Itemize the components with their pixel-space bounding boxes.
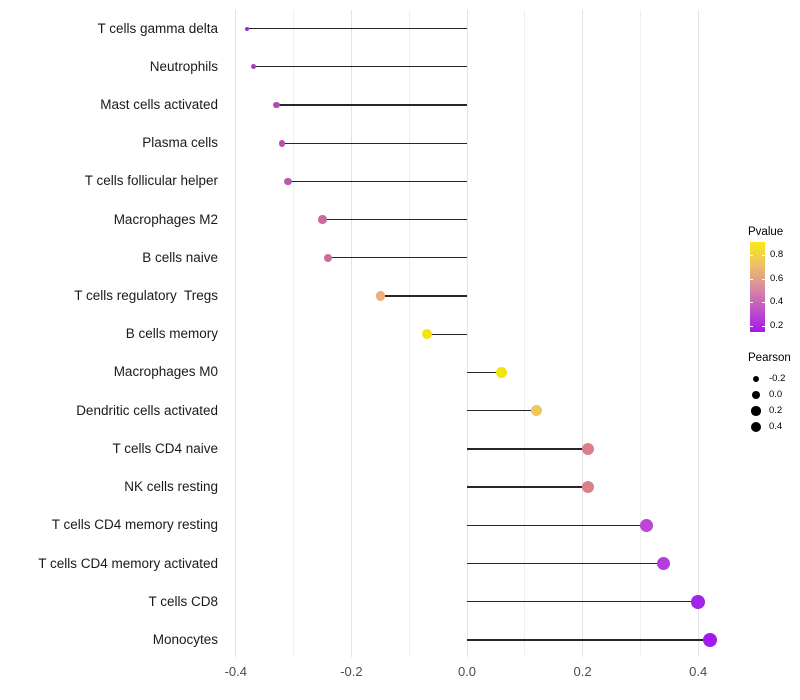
y-axis-label: Macrophages M2 <box>113 211 218 227</box>
lollipop-stem <box>253 66 467 68</box>
y-axis-label: T cells regulatory Tregs <box>74 288 218 304</box>
y-axis-label: Plasma cells <box>142 135 218 151</box>
lollipop-stem <box>467 562 664 565</box>
lollipop-dot <box>421 329 432 340</box>
lollipop-dot <box>656 556 671 571</box>
lollipop-dot <box>639 518 653 532</box>
minor-gridline <box>293 10 295 657</box>
y-axis-label: Monocytes <box>152 632 218 648</box>
pvalue-legend-title: Pvalue <box>748 226 784 238</box>
pearson-size-label: -0.2 <box>769 373 786 384</box>
lollipop-stem <box>467 486 589 488</box>
y-axis-label: B cells naive <box>142 249 218 265</box>
y-axis-label: T cells CD4 memory resting <box>51 517 218 533</box>
pearson-size-dot <box>751 406 761 416</box>
lollipop-stem <box>287 180 467 183</box>
lollipop-dot <box>324 253 333 262</box>
lollipop-dot <box>702 632 717 648</box>
pvalue-tick-label: 0.4 <box>770 296 784 308</box>
lollipop-dot <box>375 291 385 301</box>
x-axis-tick-label: 0.0 <box>457 664 477 679</box>
lollipop-stem <box>328 257 467 259</box>
lollipop-dot <box>318 215 327 224</box>
y-axis-label: B cells memory <box>125 326 218 342</box>
lollipop-stem <box>322 218 467 221</box>
pearson-size-label: 0.4 <box>769 421 783 432</box>
y-axis-label: NK cells resting <box>124 479 218 495</box>
pvalue-colorbar-tick <box>762 302 765 304</box>
lollipop-dot <box>582 481 595 494</box>
lollipop-stem <box>467 524 647 526</box>
lollipop-dot <box>250 64 256 70</box>
pvalue-tick-label: 0.6 <box>770 272 784 284</box>
lollipop-dot <box>278 139 286 147</box>
pvalue-colorbar-tick <box>750 302 753 304</box>
major-gridline <box>582 10 584 657</box>
x-axis-tick-label: -0.2 <box>340 664 363 679</box>
pearson-size-label: 0.0 <box>769 389 783 400</box>
major-gridline <box>697 10 699 657</box>
lollipop-stem <box>282 142 467 144</box>
y-axis-label: Macrophages M0 <box>113 364 218 380</box>
minor-gridline <box>408 10 410 657</box>
lollipop-stem <box>380 295 467 297</box>
lollipop-dot <box>582 442 595 455</box>
y-axis-label: T cells CD8 <box>148 593 218 609</box>
pvalue-colorbar-tick <box>762 255 765 256</box>
y-axis-label: T cells gamma delta <box>97 20 218 36</box>
lollipop-dot <box>245 26 250 31</box>
lollipop-stem <box>426 333 467 335</box>
x-axis-tick-label: -0.4 <box>224 664 247 679</box>
pvalue-colorbar-tick <box>750 326 753 327</box>
major-gridline <box>235 10 237 657</box>
major-gridline <box>350 10 352 657</box>
lollipop-stem <box>467 371 502 374</box>
y-axis-label: T cells follicular helper <box>84 173 218 189</box>
x-axis-tick-label: 0.4 <box>689 664 708 679</box>
y-axis-label: Neutrophils <box>149 58 218 74</box>
lollipop-dot <box>530 405 543 417</box>
pvalue-colorbar <box>750 242 765 332</box>
lollipop-dot <box>284 177 292 186</box>
lollipop-dot <box>496 367 508 378</box>
major-gridline <box>466 10 468 657</box>
minor-gridline <box>639 10 641 657</box>
lollipop-stem <box>276 104 467 106</box>
lollipop-stem <box>467 639 710 641</box>
minor-gridline <box>524 10 526 657</box>
y-axis-label: T cells CD4 memory activated <box>38 555 218 571</box>
pvalue-tick-label: 0.2 <box>770 320 784 331</box>
pvalue-colorbar-tick <box>750 278 753 280</box>
y-axis-label: Dendritic cells activated <box>76 402 218 418</box>
pearson-size-label: 0.2 <box>769 405 783 416</box>
pearson-size-dot <box>752 375 760 383</box>
pearson-size-dot <box>750 421 762 433</box>
lollipop-stem <box>467 410 537 412</box>
pvalue-colorbar-tick <box>762 278 765 280</box>
pearson-legend-title: Pearson <box>748 352 791 364</box>
lollipop-dot <box>272 101 280 109</box>
x-axis-tick-label: 0.2 <box>573 664 592 679</box>
y-axis-label: Mast cells activated <box>100 96 218 112</box>
lollipop-stem <box>247 27 467 30</box>
pvalue-colorbar-tick <box>762 326 765 327</box>
pvalue-tick-label: 0.8 <box>770 249 784 260</box>
pearson-size-dot <box>752 391 760 399</box>
lollipop-stem <box>467 601 699 603</box>
lollipop-dot <box>691 594 706 609</box>
y-axis-label: T cells CD4 naive <box>112 440 218 456</box>
lollipop-stem <box>467 448 589 450</box>
pvalue-colorbar-tick <box>750 255 753 256</box>
